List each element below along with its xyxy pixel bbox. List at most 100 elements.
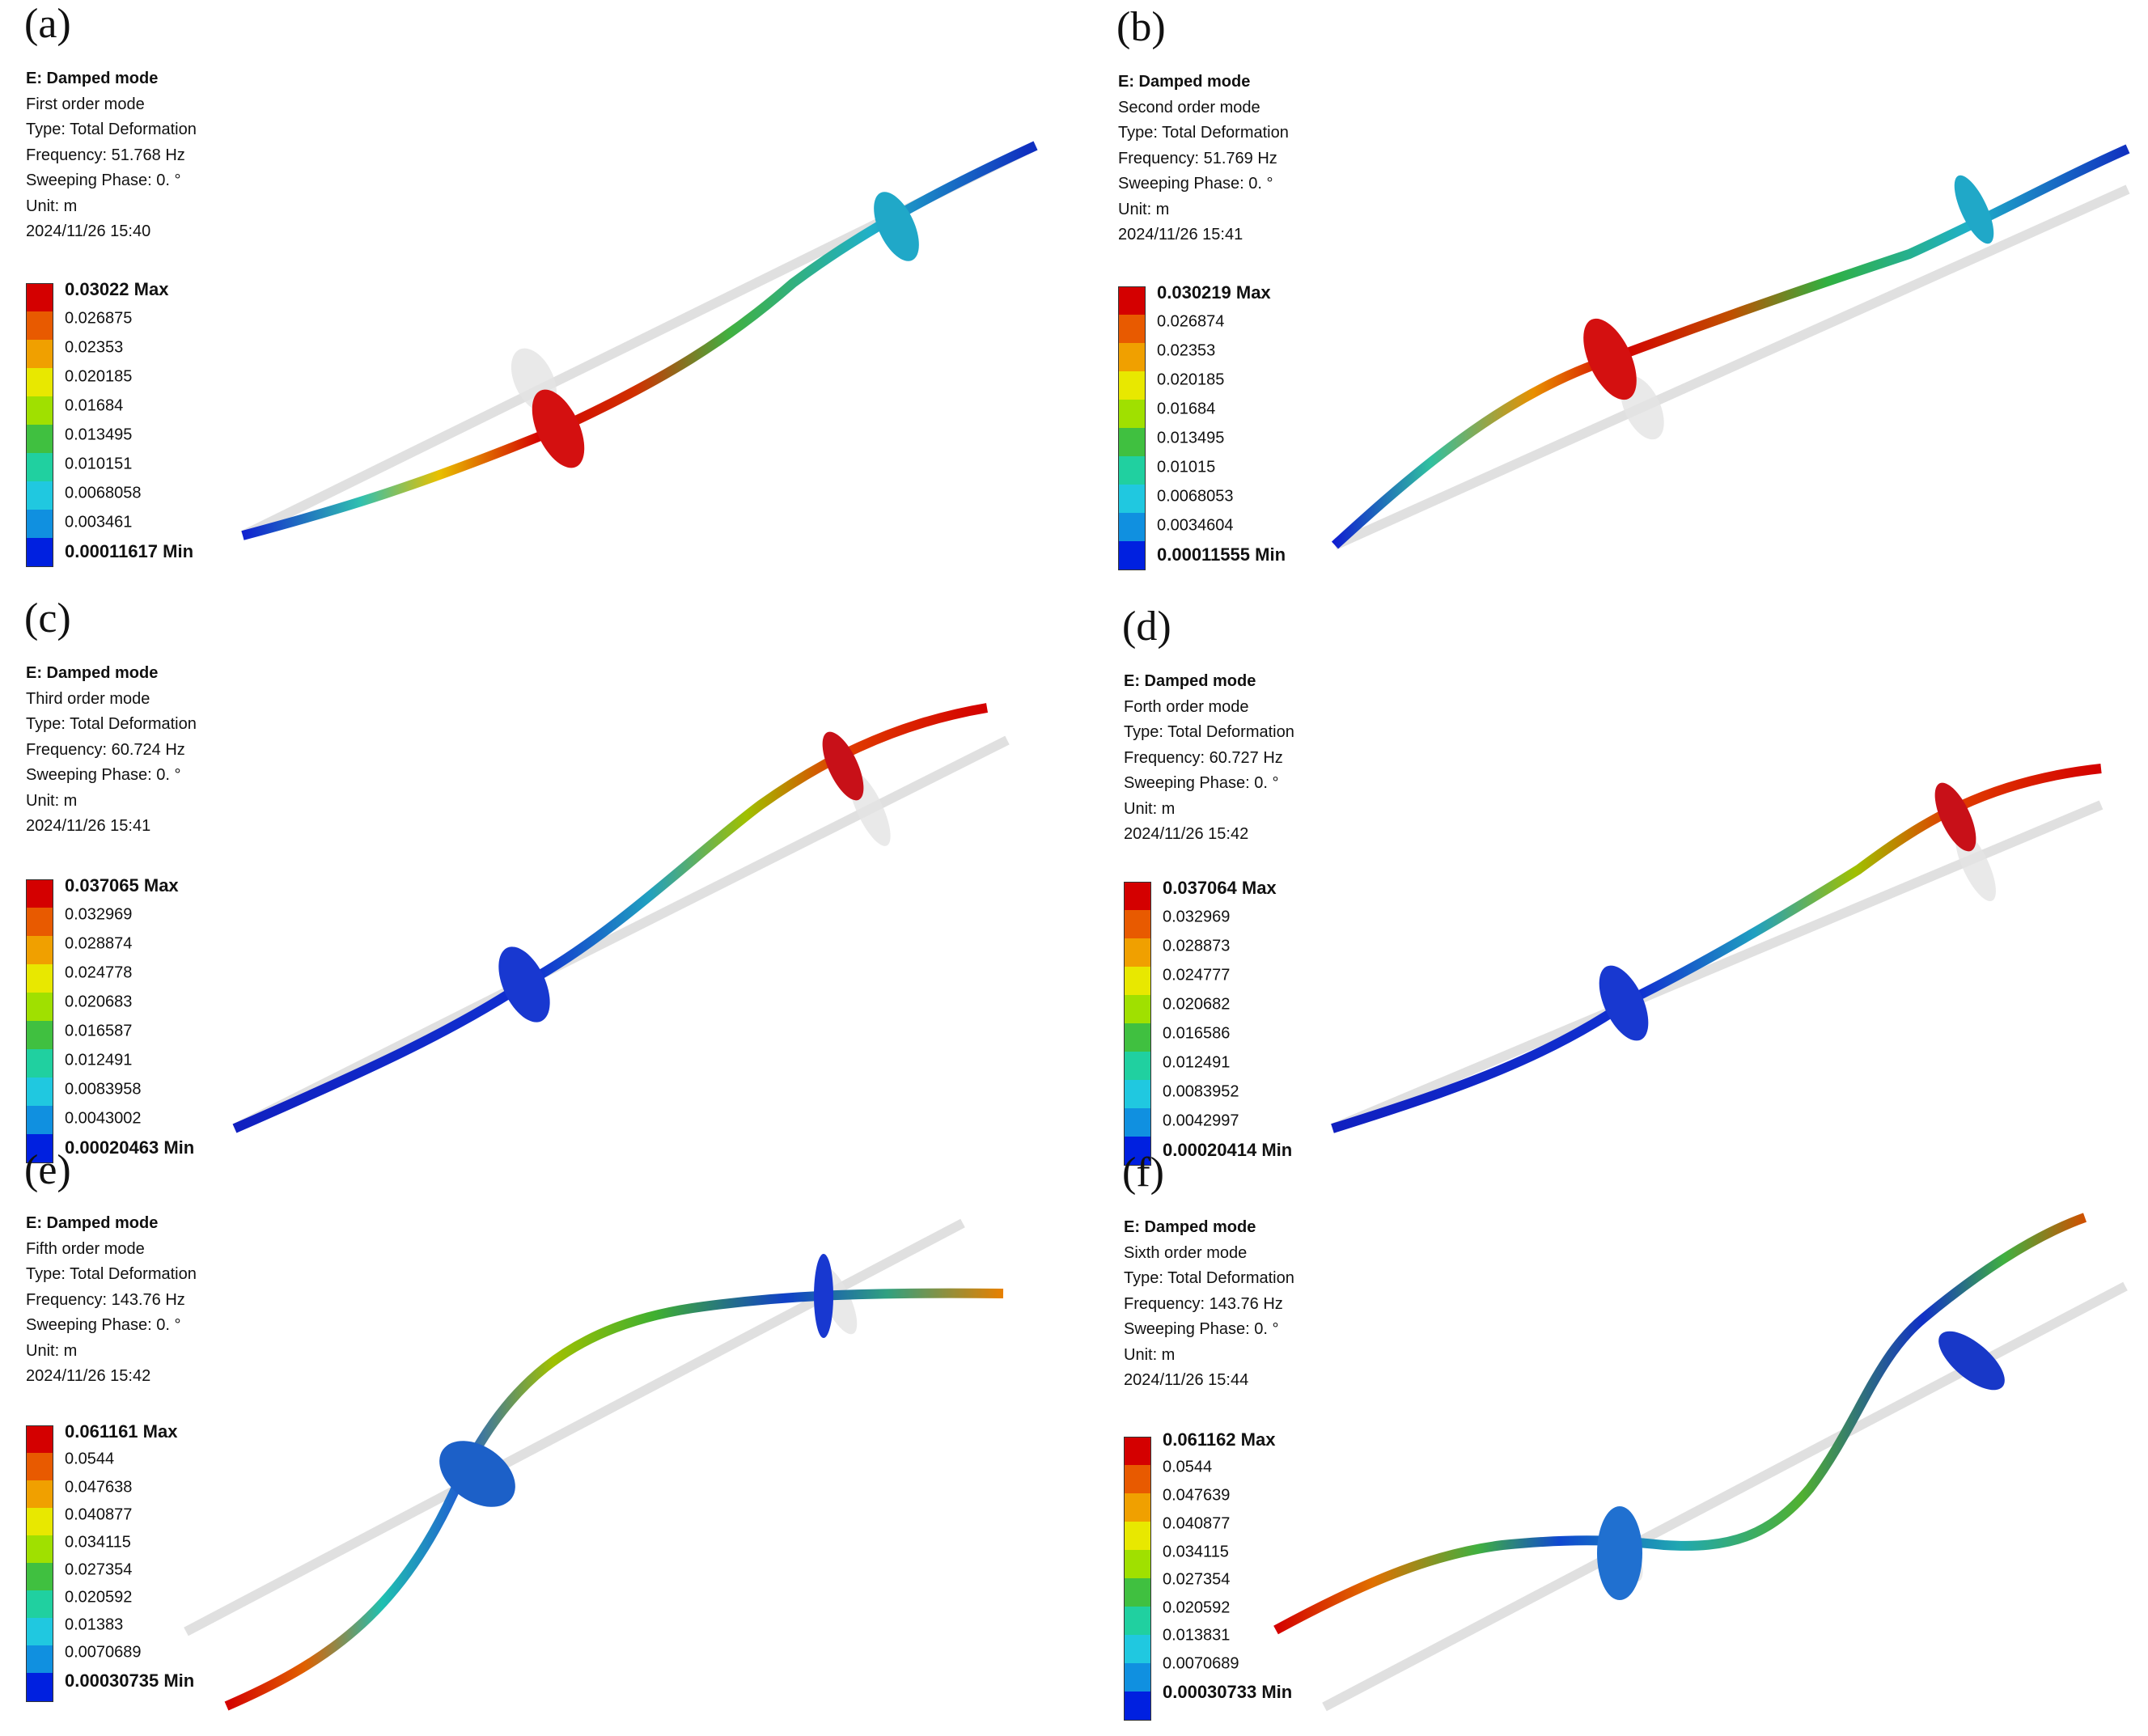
undeformed-shaft (1322, 1281, 2128, 1712)
legend-swatch (1124, 995, 1151, 1023)
legend-value: 0.027354 (65, 1560, 133, 1579)
disk-right (822, 731, 864, 801)
result-info: E: Damped mode Second order mode Type: T… (1118, 70, 1289, 248)
legend-max: 0.061161 Max (65, 1421, 178, 1442)
result-info: E: Damped mode Fifth order mode Type: To… (26, 1211, 197, 1390)
timestamp: 2024/11/26 15:42 (1124, 825, 1249, 843)
legend-swatch (26, 1453, 53, 1481)
result-title: E: Damped mode (1124, 672, 1256, 690)
result-type: Type: Total Deformation (1124, 723, 1294, 741)
unit: Unit: m (26, 791, 78, 810)
legend-swatch (26, 1078, 53, 1106)
legend-max: 0.030219 Max (1157, 282, 1271, 303)
legend-swatch (26, 964, 53, 993)
timestamp: 2024/11/26 15:44 (1124, 1371, 1249, 1389)
legend-value: 0.024777 (1163, 966, 1231, 984)
legend-swatch (1124, 1663, 1151, 1692)
deformed-shaft (1273, 1213, 2087, 1635)
legend-swatch (26, 1563, 53, 1591)
legend-value: 0.026875 (65, 309, 133, 328)
unit: Unit: m (1124, 799, 1176, 818)
legend-min: 0.00030733 Min (1163, 1682, 1293, 1702)
mode-name: Second order mode (1118, 98, 1260, 116)
mode-name: Forth order mode (1124, 697, 1249, 716)
legend-value: 0.027354 (1163, 1570, 1231, 1589)
legend-value: 0.026874 (1157, 312, 1225, 331)
timestamp: 2024/11/26 15:40 (26, 222, 151, 240)
result-type: Type: Total Deformation (1124, 1269, 1294, 1287)
legend-value: 0.032969 (65, 905, 133, 924)
frequency: Frequency: 60.724 Hz (26, 740, 185, 759)
result-type: Type: Total Deformation (26, 1265, 197, 1283)
disk-left (439, 1441, 515, 1507)
legend-swatch (26, 1106, 53, 1134)
legend-value: 0.0070689 (65, 1643, 142, 1662)
panel-c: (c) E: Damped mode Third order mode Type… (0, 595, 1074, 1173)
legend-swatch (26, 481, 53, 510)
legend-value: 0.020683 (65, 993, 133, 1011)
legend-min: 0.00020414 Min (1163, 1140, 1293, 1160)
legend-value: 0.020592 (1163, 1598, 1231, 1617)
legend-swatch (1118, 286, 1146, 315)
legend-swatch (1118, 456, 1146, 485)
unit: Unit: m (1124, 1345, 1176, 1364)
disk-right (814, 1254, 833, 1338)
legend-swatch (26, 1535, 53, 1564)
result-info: E: Damped mode Sixth order mode Type: To… (1124, 1215, 1294, 1394)
legend-max: 0.061162 Max (1163, 1429, 1276, 1450)
shaft-deformation-view (1330, 764, 2104, 1133)
legend-value: 0.012491 (65, 1051, 133, 1069)
legend-swatch (26, 311, 53, 340)
legend-min: 0.00011617 Min (65, 541, 194, 561)
shaft-deformation-view (232, 703, 1010, 1133)
legend-swatch (26, 1508, 53, 1536)
legend-swatch (1124, 1023, 1151, 1052)
result-type: Type: Total Deformation (26, 121, 197, 138)
legend-value: 0.0083958 (65, 1080, 142, 1099)
legend-value: 0.01383 (65, 1615, 124, 1634)
legend-value: 0.040877 (1163, 1514, 1231, 1533)
sweeping-phase: Sweeping Phase: 0. ° (1118, 175, 1273, 193)
legend-swatch (1124, 1550, 1151, 1578)
shaft-deformation-view (184, 1218, 1004, 1711)
legend-swatch (1124, 938, 1151, 967)
legend-swatch (26, 1480, 53, 1509)
sweeping-phase: Sweeping Phase: 0. ° (26, 766, 181, 784)
legend-swatch (26, 1618, 53, 1646)
legend-value: 0.0544 (1163, 1458, 1213, 1476)
legend-value: 0.047639 (1163, 1486, 1231, 1505)
legend-value: 0.012491 (1163, 1053, 1231, 1072)
legend-swatch (26, 283, 53, 312)
result-type: Type: Total Deformation (26, 715, 197, 733)
result-title: E: Damped mode (26, 70, 159, 87)
legend-swatch (1124, 1522, 1151, 1550)
legend-min: 0.00020463 Min (65, 1137, 195, 1158)
legend-swatch (26, 1645, 53, 1674)
panel-label: (a) (24, 1, 71, 47)
frequency: Frequency: 51.769 Hz (1118, 149, 1277, 167)
legend-swatch (1124, 1692, 1151, 1721)
disk-left (1583, 318, 1637, 400)
legend-value: 0.01684 (1157, 400, 1216, 418)
legend-value: 0.0068058 (65, 484, 142, 502)
legend-value: 0.034115 (65, 1533, 131, 1552)
unit: Unit: m (26, 1341, 78, 1360)
legend-value: 0.028873 (1163, 937, 1231, 955)
legend-value: 0.0544 (65, 1450, 115, 1468)
legend-value: 0.013495 (1157, 429, 1225, 447)
deformed-shaft (1331, 144, 2130, 549)
disk-left (1597, 1506, 1642, 1600)
sweeping-phase: Sweeping Phase: 0. ° (26, 171, 181, 189)
legend-swatch (1124, 1108, 1151, 1137)
panel-label: (f) (1122, 1150, 1164, 1196)
mode-name: Third order mode (26, 689, 150, 708)
sweeping-phase: Sweeping Phase: 0. ° (26, 1316, 181, 1334)
legend-value: 0.02353 (1157, 341, 1216, 360)
legend-value: 0.003461 (65, 513, 133, 531)
panel-label: (d) (1122, 603, 1171, 650)
legend-value: 0.01015 (1157, 458, 1216, 476)
legend-value: 0.010151 (65, 455, 133, 473)
legend-value: 0.0034604 (1157, 516, 1234, 535)
timestamp: 2024/11/26 15:41 (26, 817, 151, 835)
legend-swatch (1124, 1493, 1151, 1522)
